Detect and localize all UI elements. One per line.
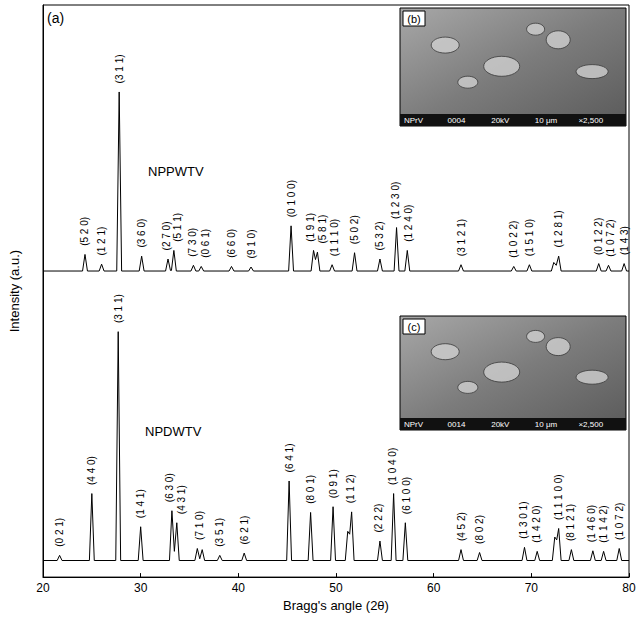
svg-text:(9 1 0): (9 1 0) [246,230,257,259]
svg-text:NPrV: NPrV [404,116,424,125]
svg-text:0014: 0014 [448,420,466,429]
svg-text:50: 50 [329,581,343,595]
svg-text:(6 4 1): (6 4 1) [284,443,295,472]
svg-text:(0 6 1): (0 6 1) [200,229,211,258]
svg-text:(1 4 3): (1 4 3) [619,226,630,255]
svg-text:(6 2 1): (6 2 1) [239,516,250,545]
svg-text:(a): (a) [47,10,64,26]
svg-text:20kV: 20kV [491,116,510,125]
svg-text:(2 7 0): (2 7 0) [161,222,172,251]
svg-text:(1 9 1): (1 9 1) [305,213,316,242]
svg-text:NPDWTV: NPDWTV [145,424,202,439]
svg-text:(1 0 4 0): (1 0 4 0) [387,448,398,485]
svg-text:(1 4 2 0): (1 4 2 0) [531,506,542,543]
svg-text:10 μm: 10 μm [535,420,558,429]
svg-text:(6 1 0 0): (6 1 0 0) [401,477,412,514]
svg-text:(1 2 8 1): (1 2 8 1) [553,210,564,247]
svg-text:Intensity (a.u.): Intensity (a.u.) [7,250,22,332]
svg-text:(7 3 0): (7 3 0) [187,228,198,257]
svg-text:(5 1 1): (5 1 1) [172,213,183,242]
svg-text:(4 5 2): (4 5 2) [456,512,467,541]
svg-text:70: 70 [525,581,539,595]
svg-text:(1 2 1): (1 2 1) [96,227,107,256]
svg-text:80: 80 [622,581,636,595]
svg-text:20kV: 20kV [491,420,510,429]
svg-text:(1 3 0 1): (1 3 0 1) [518,502,529,539]
svg-text:(1 1 1 0 0): (1 1 1 0 0) [553,474,564,520]
svg-text:×2,500: ×2,500 [578,116,603,125]
svg-text:10 μm: 10 μm [535,116,558,125]
svg-text:NPPWTV: NPPWTV [148,164,204,179]
svg-text:(1 4 1): (1 4 1) [135,489,146,518]
svg-text:(1 5 1 0): (1 5 1 0) [524,219,535,256]
svg-text:(6 3 0): (6 3 0) [164,473,175,502]
svg-text:60: 60 [427,581,441,595]
svg-text:(c): (c) [408,321,421,333]
svg-text:(1 2 3 0): (1 2 3 0) [390,182,401,219]
svg-text:×2,500: ×2,500 [578,420,603,429]
svg-text:(8 0 2): (8 0 2) [474,515,485,544]
svg-text:(3 1 2 1): (3 1 2 1) [456,219,467,256]
svg-text:(3 5 1): (3 5 1) [214,518,225,547]
svg-text:(0 9 1): (0 9 1) [328,469,339,498]
svg-text:(6 6 0): (6 6 0) [226,229,237,258]
svg-text:(2 2 2): (2 2 2) [373,504,384,533]
svg-text:(7 1 0): (7 1 0) [194,511,205,540]
svg-text:(8 1 2 1): (8 1 2 1) [565,504,576,541]
svg-text:(3 1 1): (3 1 1) [113,294,124,323]
svg-text:(1 0 7 2): (1 0 7 2) [614,503,625,540]
svg-text:(1 0 2 2): (1 0 2 2) [508,221,519,258]
svg-text:NPrV: NPrV [404,420,424,429]
svg-text:(1 1 1 0): (1 1 1 0) [329,219,340,256]
svg-text:(b): (b) [407,13,420,25]
svg-text:(1 0 7 2): (1 0 7 2) [605,219,616,256]
svg-text:(5 0 2): (5 0 2) [349,215,360,244]
svg-text:(1 1 2): (1 1 2) [345,474,356,503]
svg-text:20: 20 [36,581,50,595]
svg-text:(1 2 4 0): (1 2 4 0) [403,205,414,242]
svg-text:Bragg's angle (2θ): Bragg's angle (2θ) [283,598,389,613]
svg-text:40: 40 [232,581,246,595]
svg-text:30: 30 [134,581,148,595]
svg-text:(5 8 1): (5 8 1) [317,215,328,244]
svg-text:(8 0 1): (8 0 1) [305,475,316,504]
svg-text:(0 1 0 0): (0 1 0 0) [286,180,297,217]
svg-text:(0 2 1): (0 2 1) [54,518,65,547]
svg-text:(1 4 6 0): (1 4 6 0) [586,505,597,542]
svg-text:(5 3 2): (5 3 2) [374,222,385,251]
svg-text:(0 1 2 2): (0 1 2 2) [593,218,604,255]
svg-text:(4 3 1): (4 3 1) [176,485,187,514]
svg-text:0004: 0004 [448,116,466,125]
svg-text:(4 4 0): (4 4 0) [86,456,97,485]
svg-text:(1 1 4 2): (1 1 4 2) [598,506,609,543]
svg-text:(3 6 0): (3 6 0) [136,219,147,248]
svg-text:(3 1 1): (3 1 1) [114,54,125,83]
svg-text:(5 2 0): (5 2 0) [79,217,90,246]
